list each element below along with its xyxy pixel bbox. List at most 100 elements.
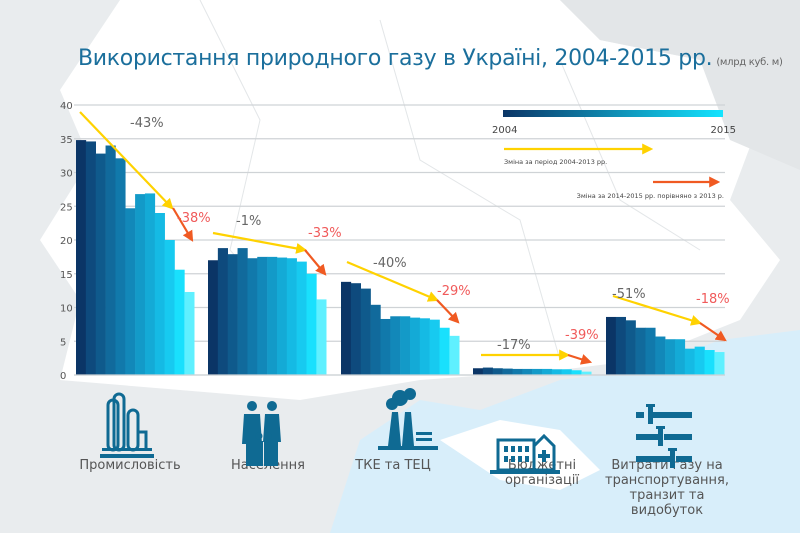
bar-2005 (217, 248, 228, 375)
bar-2007 (635, 327, 646, 375)
bar-2014 (306, 273, 317, 375)
bar-2006 (95, 153, 106, 375)
public-building-icon (490, 433, 560, 474)
bar-2007 (502, 368, 513, 375)
bar-2008 (380, 318, 391, 375)
bar-2007 (237, 248, 248, 375)
bar-2012 (419, 318, 430, 375)
factory-icon (100, 392, 154, 458)
change-arrow-2014-2015 (567, 353, 593, 365)
bar-2014 (439, 327, 450, 375)
change-arrow-2014-2015 (172, 207, 194, 242)
legend-start-year: 2004 (492, 125, 517, 136)
change-arrow-2014-2015 (304, 249, 327, 276)
change-label-2014-2015: -38% (177, 211, 211, 226)
year-gradient-bar (503, 110, 723, 117)
bar-group-1: -1% -33% (208, 214, 342, 375)
bar-2008 (247, 258, 258, 375)
pipeline-icon (636, 404, 692, 468)
category-label: Промисловість (79, 458, 181, 473)
y-tick-label: 25 (60, 202, 73, 213)
bar-2015 (714, 352, 725, 375)
category-label: ТКЕ та ТЕЦ (355, 458, 431, 473)
bar-group-0: -43% -38% (76, 111, 211, 375)
legend-end-year: 2015 (711, 125, 736, 136)
bar-2006 (227, 254, 238, 375)
y-tick-label: 0 (60, 371, 66, 382)
bar-2010 (400, 316, 411, 375)
bar-2012 (684, 348, 695, 375)
bar-2014 (704, 350, 715, 375)
change-arrow-2004-2013 (79, 111, 174, 210)
change-label-2014-2015: -39% (565, 328, 599, 343)
change-label-2014-2015: -18% (696, 292, 730, 307)
bar-2012 (154, 213, 165, 375)
bar-2007 (370, 304, 381, 375)
bar-2011 (144, 193, 156, 375)
bar-2006 (360, 288, 371, 375)
bar-2009 (655, 336, 666, 375)
bar-2012 (551, 369, 562, 375)
bar-2010 (267, 256, 278, 375)
bar-2010 (532, 368, 543, 375)
y-tick-label: 20 (60, 236, 73, 247)
chart-title: Використання природного газу в Україні, … (78, 46, 783, 71)
bar-2004 (606, 316, 617, 375)
bar-2009 (522, 368, 533, 375)
bar-2009 (125, 208, 136, 375)
family-icon (242, 401, 281, 466)
bar-2005 (615, 316, 626, 375)
bar-2013 (694, 346, 705, 375)
bar-2015 (581, 371, 592, 375)
bar-2015 (449, 335, 460, 375)
bar-2004 (341, 281, 352, 375)
bar-2004 (473, 368, 484, 375)
change-label-2014-2015: -29% (437, 284, 471, 299)
bar-2007 (105, 145, 116, 375)
bar-2008 (115, 158, 126, 375)
bar-2014 (174, 269, 185, 375)
bar-2013 (561, 369, 572, 375)
change-arrow-2004-2013 (212, 231, 308, 254)
bar-2005 (85, 141, 96, 375)
change-arrow-2004-2013 (346, 260, 440, 302)
bar-2006 (492, 368, 503, 375)
y-tick-label: 15 (60, 270, 73, 281)
bar-2010 (665, 339, 676, 375)
bar-2015 (316, 299, 327, 375)
bar-2011 (409, 317, 421, 375)
bar-2013 (296, 261, 307, 375)
bar-2009 (257, 256, 268, 375)
bar-2006 (625, 320, 636, 375)
bar-2008 (512, 368, 523, 375)
bar-2012 (286, 258, 297, 375)
bar-group-2: -40% -29% (341, 256, 471, 375)
bar-2009 (390, 316, 401, 375)
change-label-2004-2013: -51% (612, 287, 646, 302)
bar-2004 (208, 260, 219, 375)
bar-2011 (674, 339, 686, 375)
y-tick-label: 35 (60, 135, 73, 146)
y-tick-label: 10 (60, 304, 73, 315)
y-tick-label: 30 (60, 169, 73, 180)
change-label-2014-2015: -33% (308, 226, 342, 241)
bar-2005 (350, 283, 361, 375)
bar-2010 (135, 194, 146, 375)
y-tick-label: 5 (60, 337, 66, 348)
bar-2011 (541, 368, 553, 375)
power-plant-icon (378, 388, 438, 450)
change-arrow-2004-2013 (612, 294, 703, 326)
bar-2013 (429, 319, 440, 375)
bar-2015 (184, 291, 195, 375)
bar-group-4: -51% -18% (606, 287, 730, 375)
bar-2004 (76, 140, 87, 375)
title-text: Використання природного газу в Україні, … (78, 46, 713, 71)
bar-2011 (276, 257, 288, 375)
bar-2014 (571, 370, 582, 375)
change-label-2004-2013: -17% (497, 338, 531, 353)
change-arrow-2014-2015 (699, 322, 727, 342)
change-label-2004-2013: -40% (373, 256, 407, 271)
y-tick-label: 40 (60, 101, 73, 112)
legend-yellow-label: Зміна за період 2004-2013 рр. (504, 158, 607, 166)
bar-2013 (164, 240, 175, 375)
